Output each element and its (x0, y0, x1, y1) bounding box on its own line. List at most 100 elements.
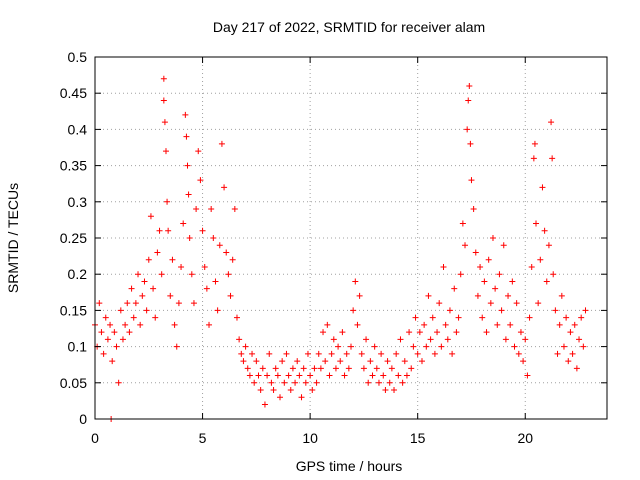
data-point (309, 387, 316, 394)
data-point (281, 379, 288, 386)
data-point (298, 394, 305, 401)
data-point (350, 307, 357, 314)
data-point (240, 358, 247, 365)
data-point (465, 97, 472, 104)
data-point (257, 387, 264, 394)
data-point (184, 162, 191, 169)
data-point (231, 206, 238, 213)
data-point (169, 256, 176, 263)
data-point (365, 379, 372, 386)
data-point (440, 263, 447, 270)
data-point (354, 321, 361, 328)
data-point (578, 314, 585, 321)
data-point (571, 321, 578, 328)
data-point (227, 292, 234, 299)
y-tick-label: 0.15 (60, 302, 87, 318)
x-axis-label: GPS time / hours (296, 458, 403, 474)
data-point (416, 329, 423, 336)
data-point (107, 321, 114, 328)
data-point (569, 350, 576, 357)
data-point (119, 336, 126, 343)
data-point (225, 271, 232, 278)
data-point (549, 155, 556, 162)
data-point (332, 365, 339, 372)
data-point (289, 365, 296, 372)
data-point (378, 350, 385, 357)
data-point (520, 358, 527, 365)
data-point (423, 343, 430, 350)
data-point (427, 336, 434, 343)
data-point (208, 206, 215, 213)
data-point (307, 372, 314, 379)
y-tick-label: 0.25 (60, 230, 87, 246)
data-point (363, 336, 370, 343)
data-point (117, 307, 124, 314)
data-point (270, 387, 277, 394)
data-point (367, 358, 374, 365)
data-point (507, 321, 514, 328)
data-point (477, 263, 484, 270)
y-tick-label: 0.35 (60, 158, 87, 174)
data-point (178, 263, 185, 270)
y-axis: 0 0.05 0.1 0.15 0.2 0.25 0.3 0.35 0.4 0.45 0.5 (60, 49, 607, 427)
data-point (246, 372, 253, 379)
data-point (139, 292, 146, 299)
data-point (526, 314, 533, 321)
data-point (130, 314, 137, 321)
data-point (391, 387, 398, 394)
data-point (132, 300, 139, 307)
data-point (124, 300, 131, 307)
y-tick-label: 0.2 (68, 266, 88, 282)
data-point (380, 372, 387, 379)
data-point (113, 343, 120, 350)
data-point (421, 321, 428, 328)
data-point (442, 321, 449, 328)
data-point (109, 358, 116, 365)
data-point (369, 372, 376, 379)
data-point (143, 307, 150, 314)
data-point (147, 213, 154, 220)
data-point (467, 140, 474, 147)
x-tick-label: 20 (517, 430, 533, 446)
data-point (175, 300, 182, 307)
data-point (434, 329, 441, 336)
data-point (317, 365, 324, 372)
data-point (313, 379, 320, 386)
data-point (438, 343, 445, 350)
data-point (150, 285, 157, 292)
data-point (322, 358, 329, 365)
data-point (558, 292, 565, 299)
data-point (315, 350, 322, 357)
data-point (481, 278, 488, 285)
data-point (446, 307, 453, 314)
data-point (337, 358, 344, 365)
data-points (92, 75, 589, 422)
data-point (311, 365, 318, 372)
data-point (261, 401, 268, 408)
data-point (468, 177, 475, 184)
data-point (277, 394, 284, 401)
data-point (375, 379, 382, 386)
data-point (502, 336, 509, 343)
data-point (145, 256, 152, 263)
data-point (283, 350, 290, 357)
data-point (580, 343, 587, 350)
data-point (339, 329, 346, 336)
data-point (565, 358, 572, 365)
grid (95, 57, 607, 419)
data-point (104, 336, 111, 343)
data-point (320, 329, 327, 336)
data-point (266, 350, 273, 357)
data-point (403, 372, 410, 379)
data-point (449, 350, 456, 357)
data-point (573, 365, 580, 372)
data-point (259, 365, 266, 372)
data-point (214, 307, 221, 314)
y-tick-label: 0.45 (60, 85, 87, 101)
data-point (292, 379, 299, 386)
x-axis: 0 5 10 15 20 (91, 57, 533, 446)
data-point (236, 336, 243, 343)
data-point (180, 220, 187, 227)
data-point (373, 365, 380, 372)
data-point (429, 314, 436, 321)
